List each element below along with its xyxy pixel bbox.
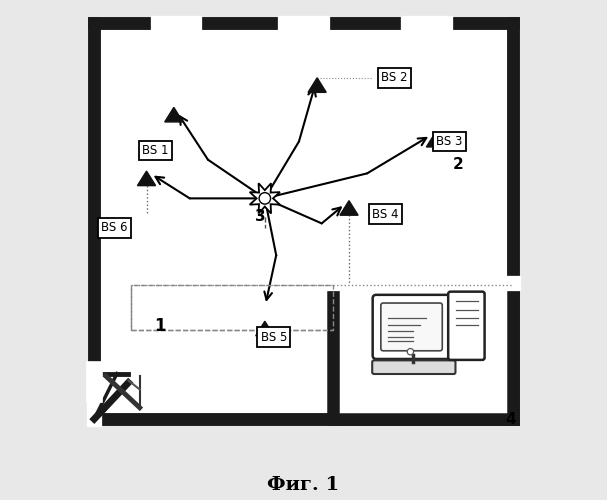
Polygon shape <box>308 78 326 92</box>
Polygon shape <box>137 171 155 186</box>
Bar <box>131 285 333 331</box>
Polygon shape <box>426 132 444 147</box>
FancyBboxPatch shape <box>381 303 443 351</box>
Polygon shape <box>256 321 274 336</box>
FancyBboxPatch shape <box>373 295 450 359</box>
Text: 1: 1 <box>154 317 166 335</box>
Text: BS 2: BS 2 <box>381 72 408 85</box>
Text: 3: 3 <box>255 209 266 224</box>
Text: BS 4: BS 4 <box>372 208 399 221</box>
Bar <box>333 282 513 419</box>
Text: 2: 2 <box>453 157 464 172</box>
Text: BS 5: BS 5 <box>261 330 287 344</box>
Text: Фиг. 1: Фиг. 1 <box>267 476 340 494</box>
Text: BS 3: BS 3 <box>436 135 463 148</box>
Text: BS 1: BS 1 <box>143 144 169 157</box>
Circle shape <box>407 348 413 355</box>
Polygon shape <box>164 108 183 122</box>
Polygon shape <box>340 200 358 215</box>
Text: BS 6: BS 6 <box>101 222 128 234</box>
Polygon shape <box>249 183 280 214</box>
Text: 4: 4 <box>505 412 516 428</box>
Circle shape <box>259 192 271 204</box>
FancyBboxPatch shape <box>448 292 484 360</box>
Bar <box>94 23 513 419</box>
FancyBboxPatch shape <box>372 360 455 374</box>
